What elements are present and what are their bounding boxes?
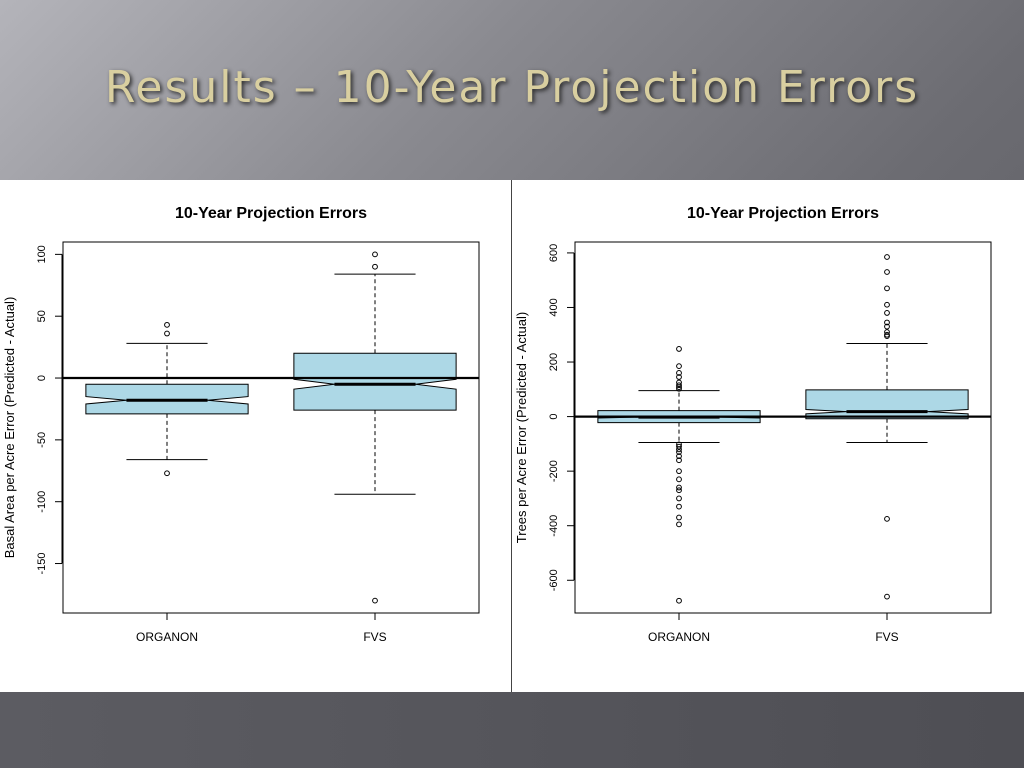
outlier-point [676,449,682,455]
y-tick-label: -400 [548,515,560,537]
boxplot-basal-area: 10-Year Projection Errors Basal Area per … [2,205,480,644]
outlier-point [676,495,682,502]
outlier-point [676,446,682,453]
y-tick-label: 400 [548,298,560,316]
outlier-point [676,384,682,391]
outlier-point [372,251,378,258]
footer-band [0,692,1024,768]
chart-panel-trees-per-acre: 10-Year Projection Errors Trees per Acre … [512,180,1024,692]
y-tick-label: 0 [548,414,560,420]
chart-panel-basal-area: 10-Year Projection Errors Basal Area per … [0,180,512,692]
y-tick-label: 600 [548,244,560,262]
y-tick-label: 50 [36,310,48,322]
outlier-point [884,593,890,600]
outlier-point [676,443,682,450]
box-organon [85,321,249,477]
y-tick-label: -600 [548,569,560,591]
plot-frame [62,241,480,614]
outlier-point [676,457,682,464]
y-tick-label: 200 [548,353,560,371]
outlier-point [884,515,890,522]
plot-frame [574,241,992,614]
y-tick-label: -50 [36,432,48,448]
outlier-point [676,453,682,460]
outlier-point [676,514,682,521]
box-fvs [805,254,969,600]
outlier-point [884,310,890,316]
outlier-point [676,385,682,392]
outlier-point [884,319,890,326]
outlier-point [676,370,682,376]
outlier-point [676,597,682,604]
box-body [293,352,457,411]
x-tick-label: FVS [875,630,898,644]
outlier-point [676,363,682,370]
y-tick-label: -150 [36,553,48,575]
y-axis-label: Basal Area per Acre Error (Predicted - A… [2,297,17,559]
outlier-point [676,503,682,510]
chart-title: 10-Year Projection Errors [687,205,879,222]
box-organon [597,346,761,604]
outlier-point [884,254,890,260]
outlier-point [676,346,682,352]
y-axis-label: Trees per Acre Error (Predicted - Actual… [514,312,529,543]
outlier-point [676,521,682,528]
outlier-point [676,484,682,491]
outlier-point [676,382,682,389]
outlier-point [164,321,170,328]
outlier-point [676,468,682,475]
box-fvs [293,251,457,604]
y-tick-label: -100 [36,491,48,513]
chart-title: 10-Year Projection Errors [175,205,367,222]
x-tick-label: ORGANON [136,630,198,644]
outlier-point [676,487,682,494]
outlier-point [676,476,682,483]
y-tick-label: -200 [548,460,560,482]
outlier-point [676,374,682,380]
outlier-point [372,597,378,604]
box-body [805,389,969,420]
boxplot-trees-per-acre: 10-Year Projection Errors Trees per Acre … [514,205,992,644]
outlier-point [164,330,170,337]
slide-title: Results – 10-Year Projection Errors [104,62,920,113]
outlier-point [884,329,890,335]
outlier-point [884,269,890,275]
x-tick-label: ORGANON [648,630,710,644]
y-tick-label: 100 [36,245,48,263]
outlier-point [884,333,890,340]
x-tick-label: FVS [363,630,386,644]
outlier-point [884,285,890,292]
outlier-point [884,323,890,330]
y-tick-label: 0 [36,375,48,381]
outlier-point [372,263,378,270]
outlier-point [884,301,890,308]
outlier-point [164,470,170,477]
